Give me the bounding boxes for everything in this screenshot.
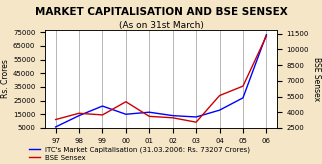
Y-axis label: Rs. Crores: Rs. Crores (1, 59, 10, 98)
Y-axis label: BSE Sensex: BSE Sensex (312, 57, 321, 101)
Text: MARKET CAPITALISATION AND BSE SENSEX: MARKET CAPITALISATION AND BSE SENSEX (35, 7, 287, 17)
Legend: ITC's Market Capitalisation (31.03.2006: Rs. 73207 Crores), BSE Sensex: ITC's Market Capitalisation (31.03.2006:… (29, 146, 250, 161)
Text: (As on 31st March): (As on 31st March) (118, 21, 204, 30)
